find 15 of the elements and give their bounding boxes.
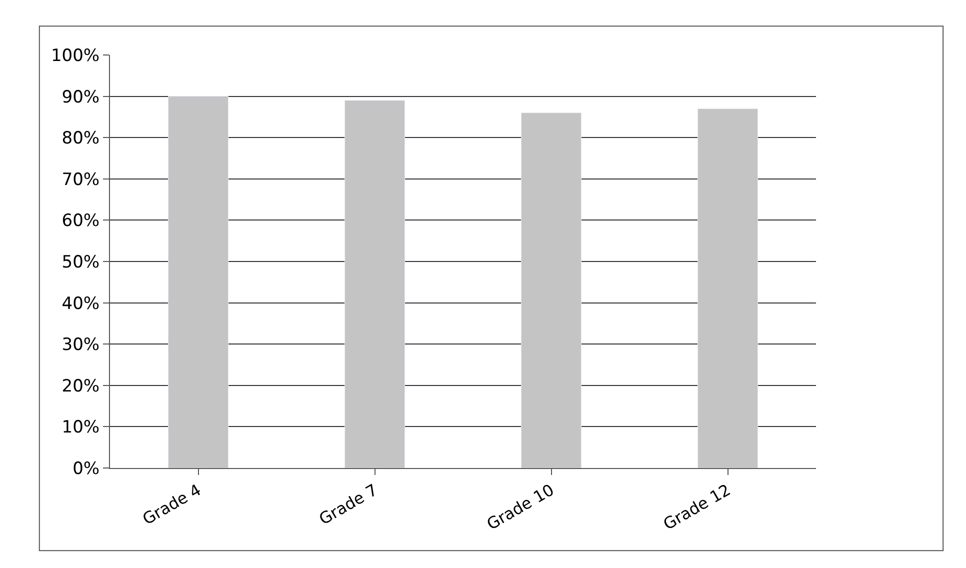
y-tick-label: 60%: [62, 211, 100, 232]
y-tick-label: 70%: [62, 170, 100, 190]
bar: [521, 112, 582, 468]
y-tick-label: 100%: [50, 46, 100, 66]
y-tick-label: 90%: [62, 87, 100, 108]
y-tick-label: 0%: [72, 458, 100, 479]
y-tick-label: 10%: [62, 418, 100, 438]
y-tick-label: 80%: [62, 128, 100, 149]
y-tick-label: 20%: [62, 376, 100, 396]
y-tick-label: 40%: [62, 294, 100, 314]
bar: [168, 96, 229, 468]
y-tick-label: 30%: [62, 335, 100, 356]
bar: [344, 100, 406, 468]
y-tick-label: 50%: [62, 252, 100, 272]
bar: [698, 108, 758, 468]
